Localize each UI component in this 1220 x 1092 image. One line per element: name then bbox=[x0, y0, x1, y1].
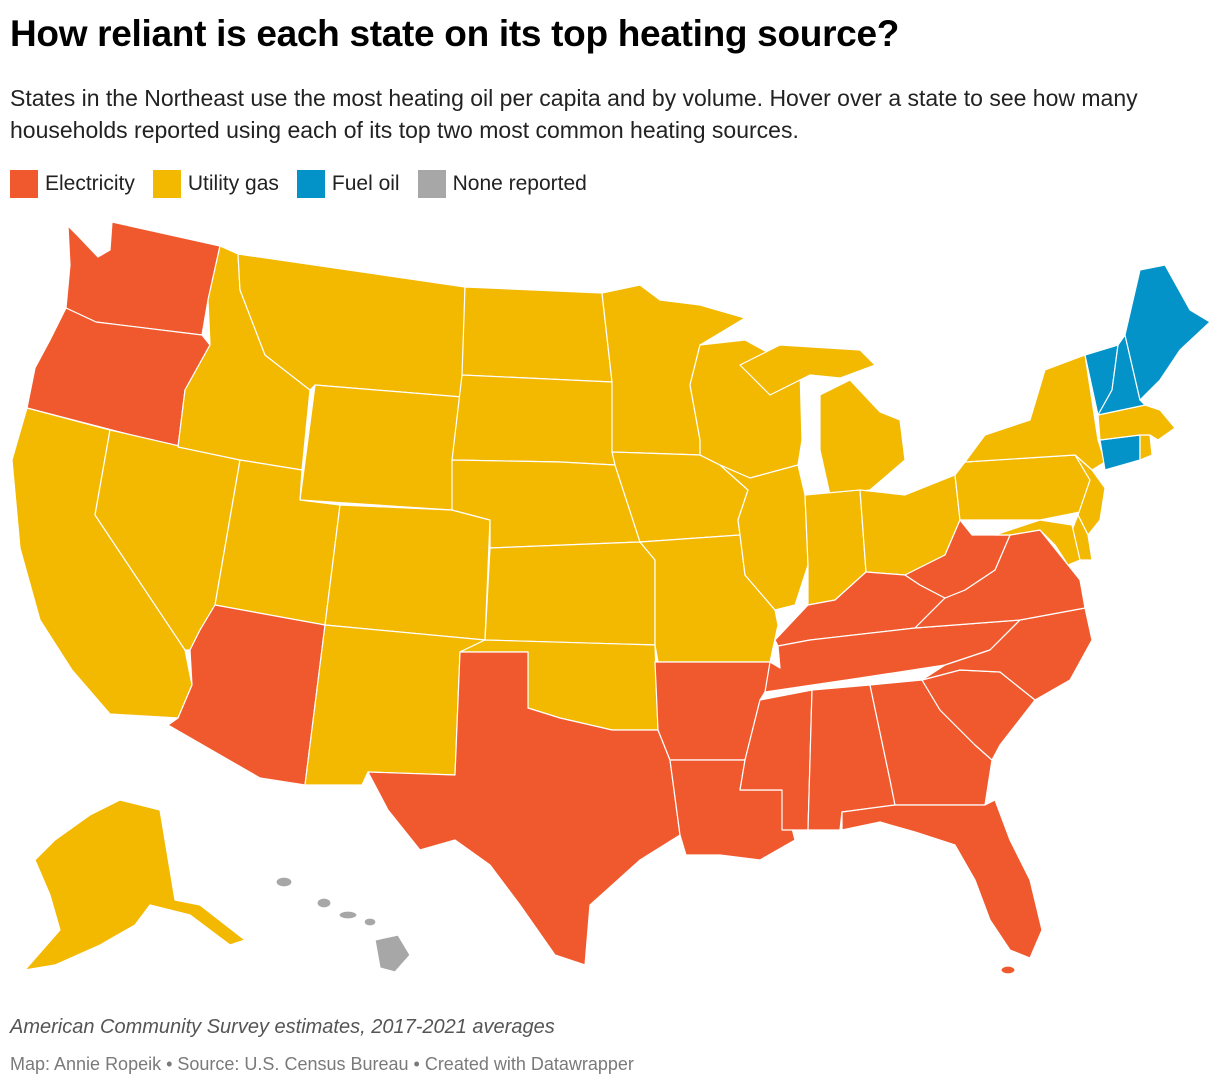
legend-item-fuel-oil: Fuel oil bbox=[296, 170, 400, 198]
legend-swatch-electricity bbox=[10, 170, 38, 198]
chart-subtitle: States in the Northeast use the most hea… bbox=[10, 85, 1138, 143]
us-map bbox=[11, 221, 1211, 975]
state-ND[interactable] bbox=[461, 286, 613, 383]
state-CT[interactable] bbox=[1099, 434, 1141, 471]
legend-item-utility-gas: Utility gas bbox=[152, 170, 279, 198]
state-IL[interactable] bbox=[719, 464, 809, 611]
state-ME[interactable] bbox=[1124, 264, 1211, 401]
state-NC[interactable] bbox=[921, 607, 1093, 701]
legend-item-electricity: Electricity bbox=[10, 170, 135, 198]
legend-label-none-reported: None reported bbox=[452, 172, 587, 195]
state-NJ[interactable] bbox=[1074, 454, 1106, 536]
state-FL-keys bbox=[1000, 965, 1016, 975]
chart-credits: Map: Annie Ropeik • Source: U.S. Census … bbox=[10, 1054, 634, 1074]
state-MD[interactable] bbox=[994, 519, 1081, 566]
state-PA[interactable] bbox=[954, 454, 1091, 521]
state-WY[interactable] bbox=[299, 384, 463, 511]
legend: Electricity Utility gas Fuel oil None re… bbox=[10, 170, 605, 198]
state-WA[interactable] bbox=[65, 221, 221, 336]
legend-swatch-utility-gas bbox=[152, 170, 181, 198]
legend-swatch-fuel-oil bbox=[296, 170, 325, 198]
state-RI[interactable] bbox=[1139, 434, 1153, 461]
state-CO[interactable] bbox=[324, 504, 491, 641]
state-MI-upper[interactable] bbox=[739, 344, 876, 396]
chart-notes: American Community Survey estimates, 201… bbox=[10, 1016, 555, 1038]
state-AK[interactable] bbox=[24, 799, 246, 971]
legend-label-utility-gas: Utility gas bbox=[187, 172, 279, 195]
chart-title: How reliant is each state on its top hea… bbox=[10, 13, 900, 54]
state-MA[interactable] bbox=[1097, 404, 1176, 441]
state-SD[interactable] bbox=[451, 374, 616, 466]
state-TX[interactable] bbox=[367, 651, 681, 966]
legend-label-electricity: Electricity bbox=[45, 172, 135, 195]
legend-label-fuel-oil: Fuel oil bbox=[331, 172, 400, 195]
legend-swatch-none-reported bbox=[417, 170, 446, 198]
state-MI[interactable] bbox=[819, 379, 906, 496]
state-NY[interactable] bbox=[964, 354, 1106, 471]
state-FL[interactable] bbox=[841, 799, 1043, 959]
state-HI[interactable] bbox=[275, 876, 411, 973]
state-KS[interactable] bbox=[484, 541, 656, 646]
legend-item-none-reported: None reported bbox=[417, 170, 587, 198]
